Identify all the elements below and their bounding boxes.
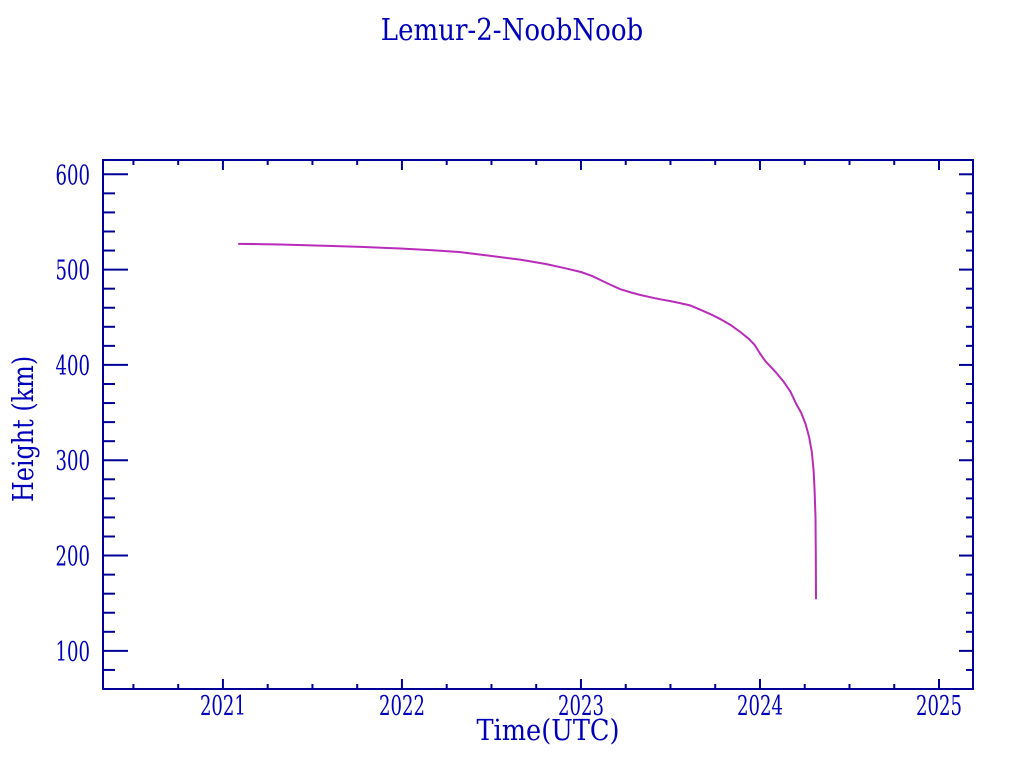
y-tick-label: 100 — [56, 637, 91, 668]
x-tick-label: 2021 — [200, 691, 246, 722]
x-tick-label: 2023 — [558, 691, 604, 722]
y-axis-title: Height (km) — [6, 356, 40, 502]
plot-box — [102, 159, 974, 690]
y-tick-label: 400 — [56, 351, 91, 382]
x-tick-label: 2025 — [916, 691, 962, 722]
y-tick-label: 300 — [56, 446, 91, 477]
y-tick-label: 500 — [56, 256, 91, 287]
y-tick-label: 600 — [56, 160, 91, 191]
height-decay-line — [238, 242, 817, 600]
x-axis-title: Time(UTC) — [476, 713, 619, 747]
axes: 2021 2022 2023 2024 2025 100 200 300 400 500 600 — [56, 159, 974, 722]
chart-title: Lemur-2-NoobNoob — [381, 13, 643, 48]
y-tick-label: 200 — [56, 542, 91, 573]
x-tick-label: 2024 — [737, 691, 783, 722]
x-tick-label: 2022 — [379, 691, 425, 722]
